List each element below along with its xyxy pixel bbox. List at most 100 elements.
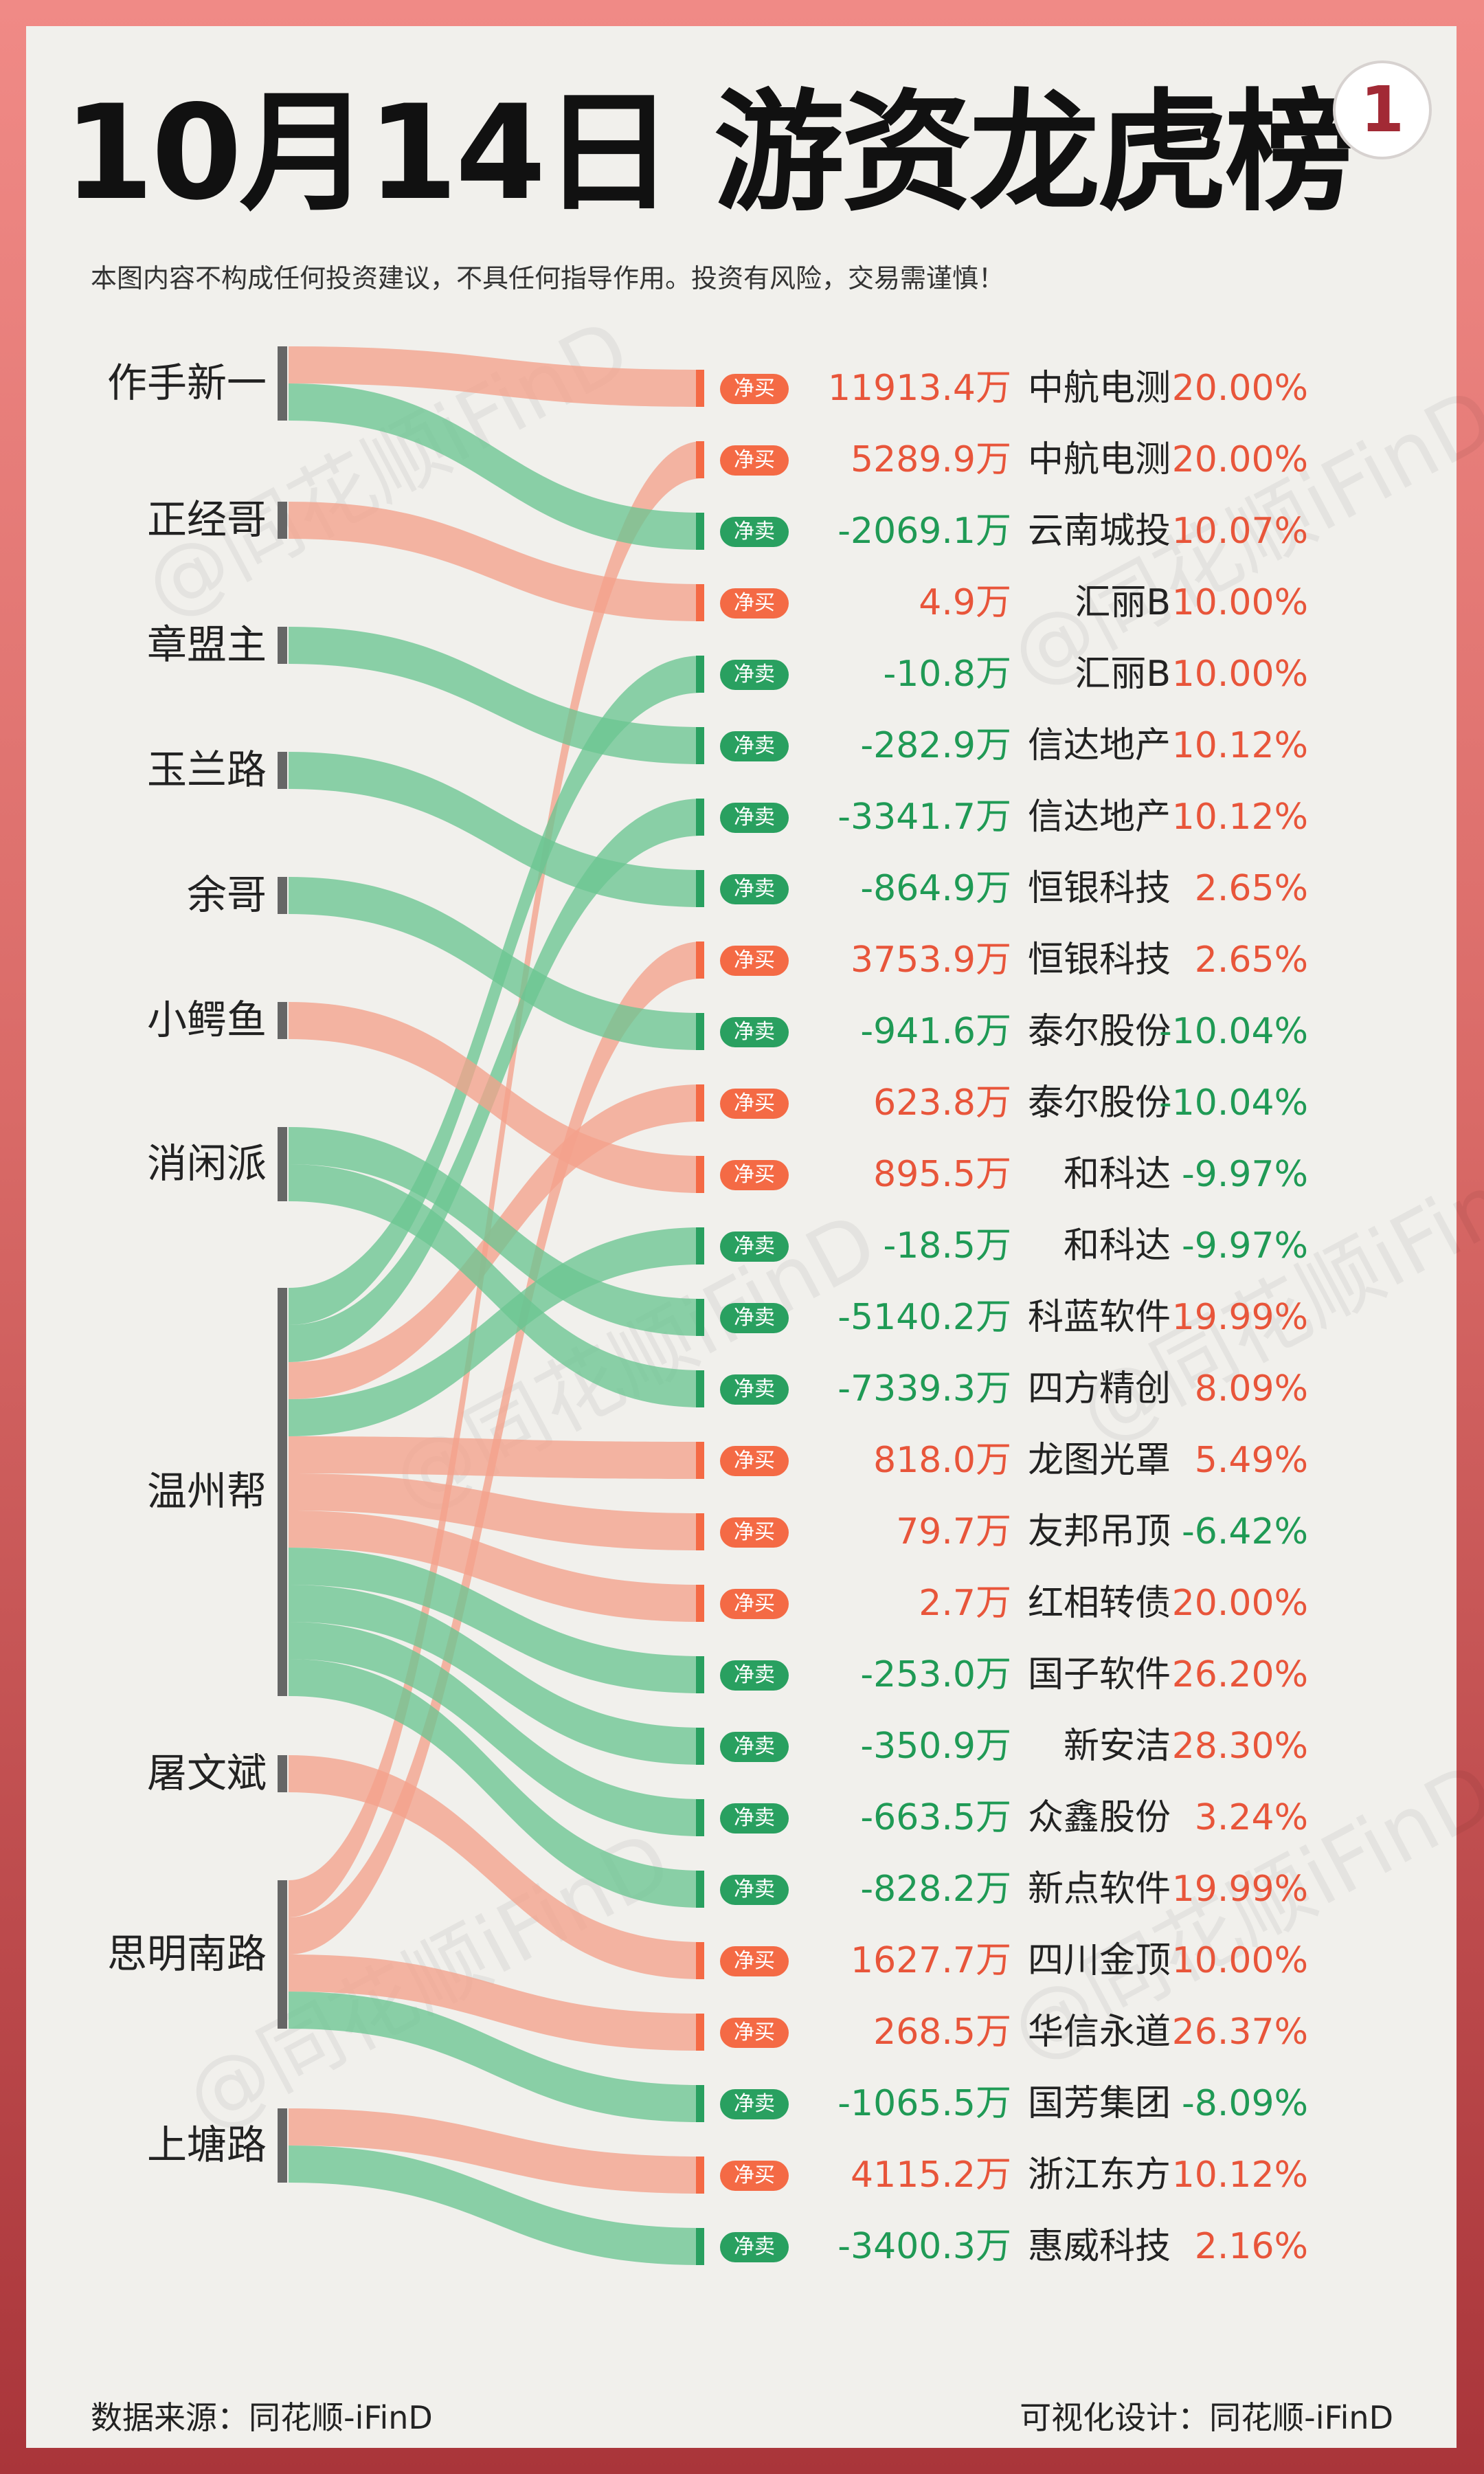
flow-row: 净卖 -864.9万 恒银科技 2.65%: [717, 861, 1308, 916]
net-amount: -864.9万: [860, 868, 1011, 909]
net-amount: -663.5万: [860, 1797, 1011, 1838]
stock-name: 中航电测: [1027, 368, 1171, 409]
price-change: 20.00%: [1171, 439, 1308, 480]
net-amount: 623.8万: [873, 1082, 1011, 1124]
flow-row: 净卖 -1065.5万 国芳集团 -8.09%: [717, 2076, 1308, 2131]
net-sell-badge: 净卖: [720, 803, 789, 833]
net-buy-badge: 净买: [720, 445, 789, 476]
stock-name: 恒银科技: [1027, 868, 1171, 909]
flow-row: 净买 4.9万 汇丽B 10.00%: [717, 575, 1308, 630]
net-sell-badge: 净卖: [720, 1875, 789, 1905]
stock-name: 信达地产: [1027, 725, 1171, 766]
flow-link: [289, 752, 702, 907]
investor-node-bar: [278, 1127, 287, 1201]
net-sell-badge: 净卖: [720, 660, 789, 690]
net-sell-badge: 净卖: [720, 1803, 789, 1834]
stock-name: 和科达: [1063, 1225, 1171, 1267]
flow-link: [289, 877, 702, 1050]
stock-name: 和科达: [1063, 1154, 1171, 1195]
flow-link: [289, 1548, 702, 1693]
flow-row: 净卖 -253.0万 国子软件 26.20%: [717, 1647, 1308, 1702]
stock-name: 云南城投: [1027, 511, 1171, 552]
flow-link: [289, 627, 702, 764]
net-sell-badge: 净卖: [720, 1303, 789, 1333]
investor-label: 玉兰路: [146, 746, 267, 793]
investor-node-bar: [278, 1880, 287, 2029]
price-change: -6.42%: [1182, 1511, 1308, 1552]
price-change: 26.37%: [1171, 2011, 1308, 2053]
investor-label: 屠文斌: [146, 1750, 267, 1796]
flow-link: [289, 1227, 702, 1436]
stock-node-bar: [696, 1156, 704, 1193]
flow-link: [289, 346, 702, 407]
stock-name: 红相转债: [1027, 1583, 1171, 1624]
stock-node-bar: [696, 1442, 704, 1479]
stock-node-bar: [696, 1084, 704, 1122]
stock-node-bar: [696, 656, 704, 693]
investor-node-bar: [278, 752, 287, 789]
stock-node-bar: [696, 1799, 704, 1836]
price-change: 8.09%: [1194, 1368, 1308, 1409]
net-amount: -828.2万: [860, 1869, 1011, 1910]
net-buy-badge: 净买: [720, 2161, 789, 2191]
stock-node-bar: [696, 1299, 704, 1336]
net-buy-badge: 净买: [720, 374, 789, 404]
investor-node-bar: [278, 2108, 287, 2183]
stock-name: 恒银科技: [1027, 939, 1171, 981]
investor-label: 章盟主: [146, 621, 267, 668]
stock-name: 华信永道: [1027, 2011, 1171, 2053]
flow-link: [289, 1436, 702, 1479]
stock-name: 汇丽B: [1075, 654, 1171, 695]
price-change: 10.12%: [1171, 2154, 1308, 2196]
net-buy-badge: 净买: [720, 1446, 789, 1476]
net-amount: -3341.7万: [837, 796, 1011, 838]
stock-name: 泰尔股份: [1027, 1082, 1171, 1124]
investor-label: 余哥: [186, 871, 267, 918]
flow-link: [289, 1511, 702, 1622]
flow-link: [289, 502, 702, 621]
net-amount: -941.6万: [860, 1011, 1011, 1052]
flow-row: 净卖 -828.2万 新点软件 19.99%: [717, 1862, 1308, 1917]
price-change: -8.09%: [1182, 2083, 1308, 2124]
data-source-label: 数据来源：同花顺-iFinD: [91, 2399, 433, 2436]
price-change: 10.00%: [1171, 582, 1308, 623]
stock-node-bar: [696, 1871, 704, 1908]
net-buy-badge: 净买: [720, 588, 789, 618]
stock-name: 国芳集团: [1027, 2083, 1171, 2124]
price-change: 2.16%: [1194, 2226, 1308, 2267]
stock-name: 新安洁: [1063, 1726, 1171, 1767]
stock-node-bar: [696, 584, 704, 621]
stock-name: 友邦吊顶: [1027, 1511, 1171, 1552]
flow-row: 净买 895.5万 和科达 -9.97%: [717, 1147, 1308, 1202]
flow-link: [289, 656, 702, 1325]
net-amount: -1065.5万: [837, 2083, 1011, 2124]
flow-row: 净买 11913.4万 中航电测 20.00%: [717, 361, 1308, 416]
page-number-badge: 1: [1333, 60, 1432, 159]
net-sell-badge: 净卖: [720, 517, 789, 547]
flow-row: 净卖 -941.6万 泰尔股份 -10.04%: [717, 1004, 1308, 1059]
net-buy-badge: 净买: [720, 2018, 789, 2048]
net-buy-badge: 净买: [720, 1589, 789, 1619]
price-change: 19.99%: [1171, 1869, 1308, 1910]
price-change: 10.00%: [1171, 654, 1308, 695]
stock-node-bar: [696, 1656, 704, 1693]
stock-node-bar: [696, 2014, 704, 2051]
stock-node-bar: [696, 2157, 704, 2194]
flow-link: [289, 383, 702, 550]
net-sell-badge: 净卖: [720, 1660, 789, 1691]
flow-row: 净买 623.8万 泰尔股份 -10.04%: [717, 1076, 1308, 1130]
investor-node-bar: [278, 502, 287, 539]
flow-row: 净买 2.7万 红相转债 20.00%: [717, 1576, 1308, 1631]
stock-name: 中航电测: [1027, 439, 1171, 480]
net-sell-badge: 净卖: [720, 731, 789, 761]
net-amount: -2069.1万: [837, 511, 1011, 552]
net-amount: -282.9万: [860, 725, 1011, 766]
stock-name: 众鑫股份: [1027, 1797, 1171, 1838]
investor-node-bar: [278, 1755, 287, 1792]
flow-link: [289, 1622, 702, 1836]
investor-label: 消闲派: [146, 1140, 267, 1187]
net-sell-badge: 净卖: [720, 1732, 789, 1762]
price-change: 2.65%: [1194, 939, 1308, 981]
stock-name: 新点软件: [1027, 1869, 1171, 1910]
investor-label: 上塘路: [146, 2121, 267, 2168]
